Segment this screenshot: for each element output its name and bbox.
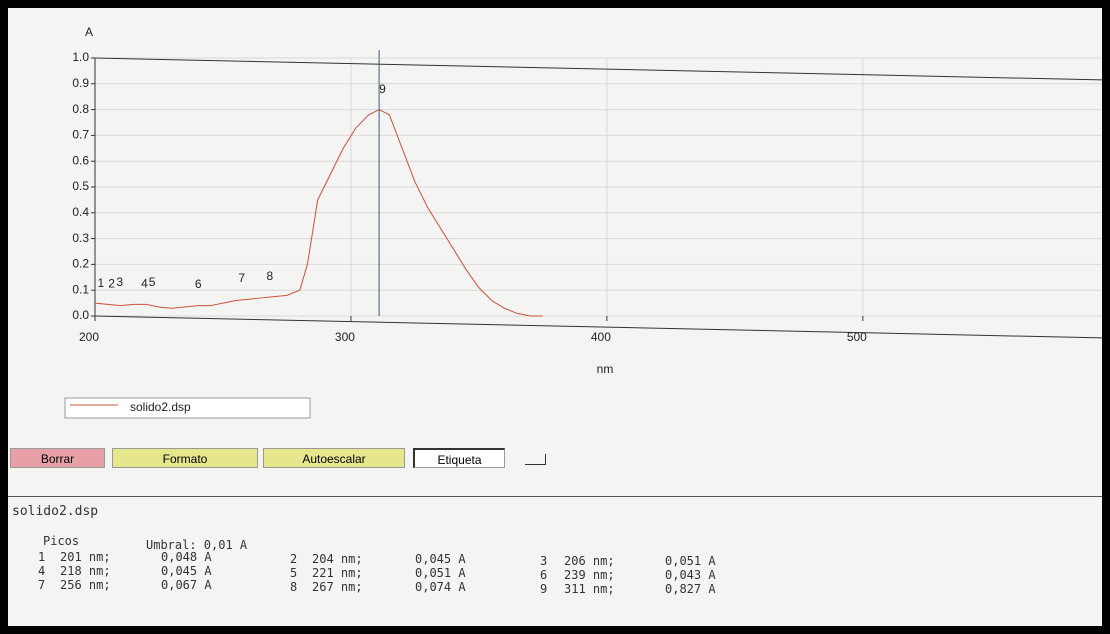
peak-cell: 206 nm; (564, 554, 615, 568)
peak-cell: 3 (540, 554, 547, 568)
y-tick-label: 0.1 (72, 282, 89, 296)
axis (95, 58, 1102, 80)
y-tick-label: 1.0 (72, 50, 89, 64)
peak-cell: 221 nm; (312, 566, 363, 580)
peak-cell: 0,051 A (415, 566, 466, 580)
peak-cell: 0,067 A (161, 578, 212, 592)
peak-label: 5 (149, 275, 156, 289)
peak-cell: 311 nm; (564, 582, 615, 596)
x-axis-label: nm (597, 362, 614, 376)
peak-cell: 8 (290, 580, 297, 594)
peak-label: 3 (116, 275, 123, 289)
button[interactable]: Etiqueta (413, 448, 505, 468)
chart: A nm solido2.dsp 0.0 0.1 0.2 0.3 0.4 0.5 0.6 0.… (8, 8, 1102, 438)
peak-label: 2 (108, 277, 115, 291)
x-tick-label: 300 (335, 330, 355, 344)
peak-cell: 0,045 A (415, 552, 466, 566)
peak-label: 9 (379, 82, 386, 96)
peak-cell: 218 nm; (60, 564, 111, 578)
button[interactable] (525, 454, 546, 465)
peak-cell: 0,048 A (161, 550, 212, 564)
legend-label: solido2.dsp (130, 400, 191, 414)
separator (8, 496, 1102, 497)
y-tick-label: 0.4 (72, 205, 89, 219)
peak-cell: 239 nm; (564, 568, 615, 582)
peak-cell: 0,827 A (665, 582, 716, 596)
peak-cell: 5 (290, 566, 297, 580)
screen: A nm solido2.dsp 0.0 0.1 0.2 0.3 0.4 0.5 0.6 0.… (8, 8, 1102, 626)
x-tick-label: 400 (591, 330, 611, 344)
y-tick-label: 0.6 (72, 153, 89, 167)
peak-cell: 0,043 A (665, 568, 716, 582)
heading: Picos (43, 534, 79, 548)
peak-cell: 7 (38, 578, 45, 592)
y-tick-label: 0.0 (72, 308, 89, 322)
peak-cell: 267 nm; (312, 580, 363, 594)
peak-cell: 0,074 A (415, 580, 466, 594)
peak-cell: 6 (540, 568, 547, 582)
y-axis-label: A (85, 25, 93, 39)
file-name: solido2.dsp (12, 504, 98, 519)
peak-cell: 0,045 A (161, 564, 212, 578)
peak-label: 7 (238, 271, 245, 285)
peak-label: 4 (141, 277, 148, 291)
x-tick-label: 200 (79, 330, 99, 344)
peak-label: 8 (266, 269, 273, 283)
peak-cell: 2 (290, 552, 297, 566)
button[interactable]: Formato (112, 448, 258, 468)
y-tick-label: 0.8 (72, 102, 89, 116)
y-tick-label: 0.7 (72, 128, 89, 142)
peak-cell: 1 (38, 550, 45, 564)
button[interactable]: Borrar (10, 448, 105, 468)
y-tick-label: 0.3 (72, 231, 89, 245)
peak-cell: 4 (38, 564, 45, 578)
peak-label: 1 (98, 276, 105, 290)
peak-cell: 256 nm; (60, 578, 111, 592)
peak-cell: 201 nm; (60, 550, 111, 564)
y-tick-label: 0.5 (72, 179, 89, 193)
y-tick-label: 0.2 (72, 257, 89, 271)
peak-cell: 204 nm; (312, 552, 363, 566)
y-tick-label: 0.9 (72, 76, 89, 90)
peak-cell: 0,051 A (665, 554, 716, 568)
peak-cell: 9 (540, 582, 547, 596)
peak-label: 6 (195, 277, 202, 291)
button[interactable]: Autoescalar (263, 448, 405, 468)
